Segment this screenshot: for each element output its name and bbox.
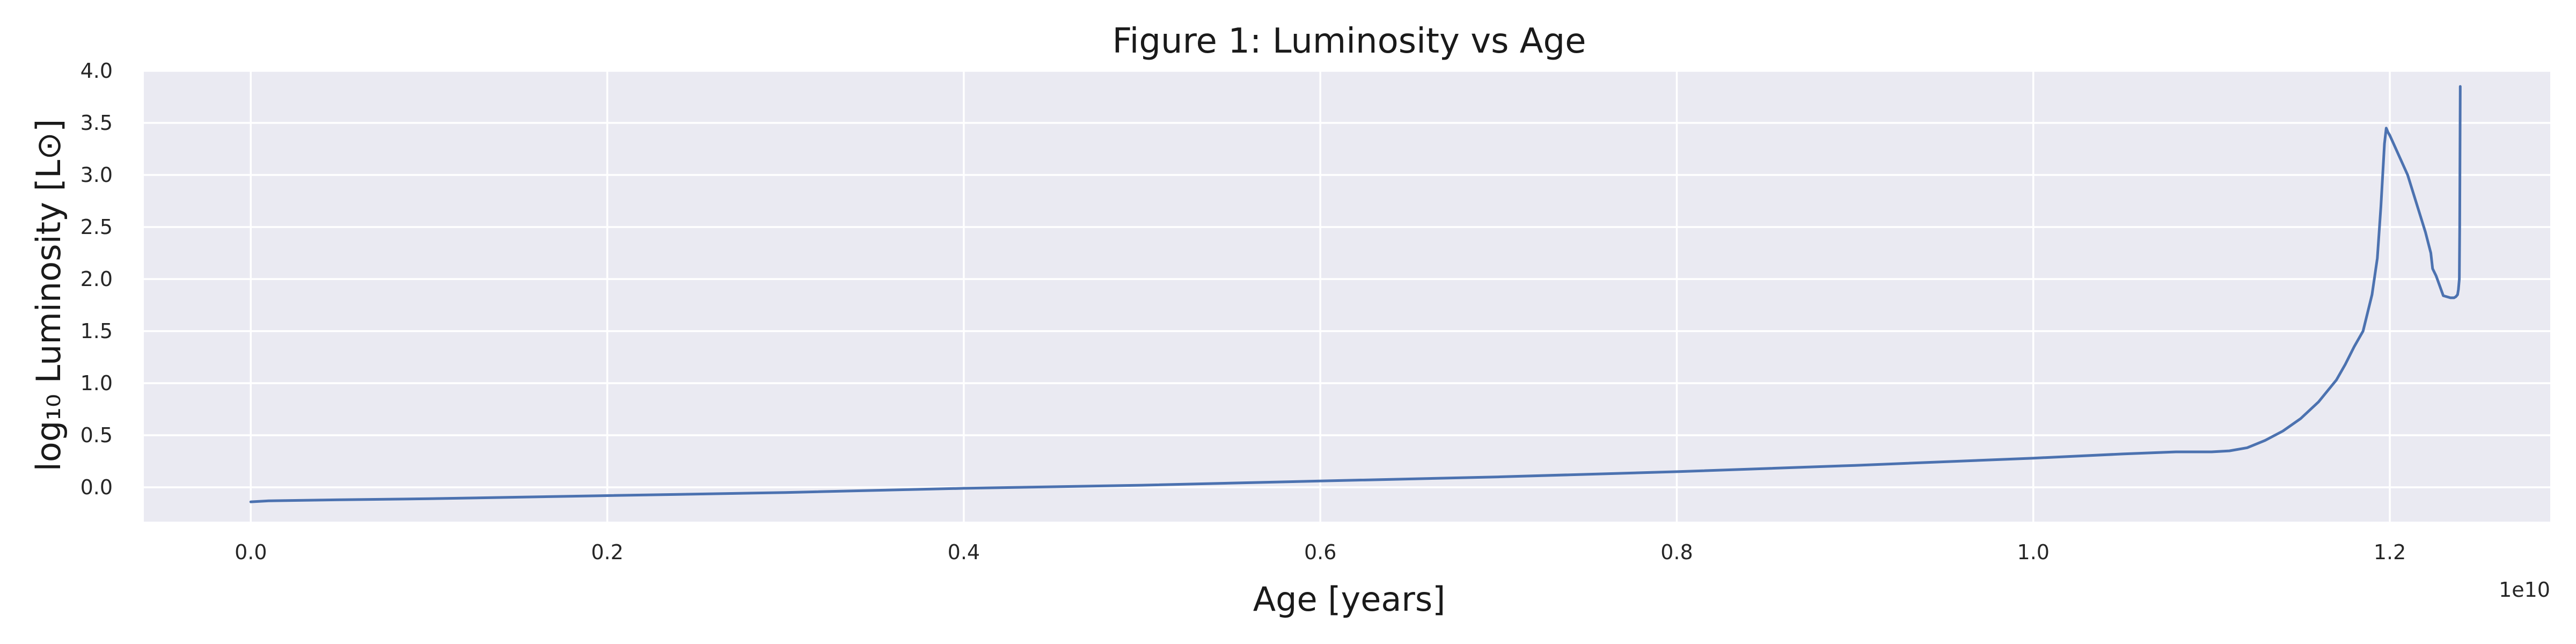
y-tick-label: 1.0: [80, 371, 113, 395]
y-tick-label: 0.0: [80, 475, 113, 499]
luminosity-series-line: [249, 85, 2462, 503]
x-tick-label: 0.8: [1660, 540, 1693, 564]
y-tick-label: 1.5: [80, 319, 113, 343]
x-tick-label: 0.2: [591, 540, 623, 564]
y-axis-label: log₁₀ Luminosity [L⊙]: [29, 119, 68, 472]
x-gridlines: [250, 71, 2391, 522]
y-tick-label: 0.5: [80, 423, 113, 447]
y-gridlines: [144, 70, 2550, 488]
x-tick-label: 0.6: [1304, 540, 1336, 564]
y-tick-label: 2.0: [80, 267, 113, 291]
chart-title: Figure 1: Luminosity vs Age: [1112, 21, 1586, 61]
x-tick-label: 1.0: [2017, 540, 2050, 564]
x-axis-offset-label: 1e10: [2499, 578, 2550, 602]
x-tick-label: 0.0: [235, 540, 267, 564]
y-tick-label: 3.0: [80, 163, 113, 187]
x-tick-label: 0.4: [948, 540, 980, 564]
y-tick-label: 4.0: [80, 59, 113, 83]
y-tick-label: 3.5: [80, 111, 113, 135]
x-axis-label: Age [years]: [1253, 580, 1446, 619]
plot-area: [144, 71, 2550, 522]
y-tick-label: 2.5: [80, 215, 113, 239]
x-tick-labels: 0.0 0.2 0.4 0.6 0.8 1.0 1.2: [235, 540, 2406, 564]
y-tick-labels: 0.0 0.5 1.0 1.5 2.0 2.5 3.0 3.5 4.0: [80, 59, 113, 499]
x-tick-label: 1.2: [2374, 540, 2406, 564]
